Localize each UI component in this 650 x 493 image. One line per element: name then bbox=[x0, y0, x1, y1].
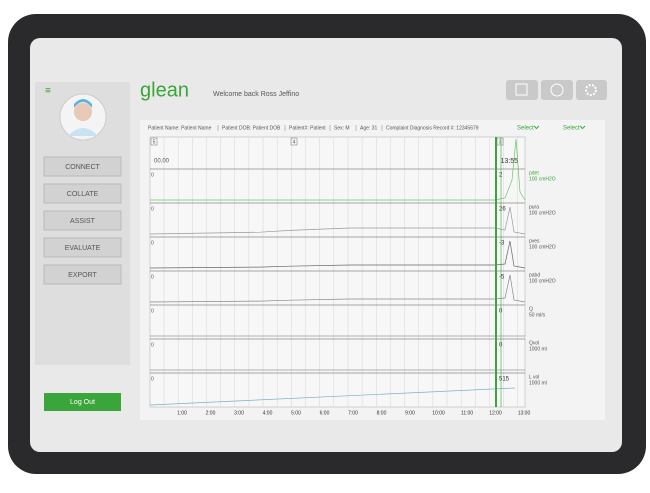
calendar-button[interactable] bbox=[506, 80, 538, 100]
settings-button[interactable] bbox=[576, 80, 607, 100]
time-tick-label: 11:00 bbox=[461, 410, 473, 416]
channel-name: pdet bbox=[529, 170, 539, 176]
start-time: 00.00 bbox=[154, 159, 170, 165]
cursor-value: -3 bbox=[499, 241, 505, 247]
time-tick-label: 12:00 bbox=[489, 410, 502, 416]
time-tick-label: 5:00 bbox=[291, 410, 301, 416]
cursor-value: 515 bbox=[499, 377, 510, 383]
channel-zero: 0 bbox=[151, 308, 154, 314]
clock-icon bbox=[550, 83, 564, 97]
time-tick-label: 1:00 bbox=[177, 410, 187, 416]
channel-zero: 0 bbox=[151, 172, 154, 178]
avatar-hair bbox=[74, 99, 92, 108]
time-tick-label: 6:00 bbox=[320, 410, 330, 416]
nav-button[interactable] bbox=[43, 210, 122, 231]
time-tick-label: 9:00 bbox=[405, 410, 415, 416]
patient-info: Sex: M bbox=[334, 125, 350, 131]
select-dropdown[interactable]: Select bbox=[517, 126, 534, 132]
patient-info: Patient DOB: Patient DOB bbox=[222, 125, 281, 131]
dropdown-chevron bbox=[533, 125, 540, 130]
logo: glean bbox=[140, 79, 189, 101]
history-button[interactable] bbox=[541, 80, 573, 100]
logout-button[interactable] bbox=[44, 393, 121, 411]
channel-name: Q bbox=[529, 306, 533, 312]
patient-info: Complaint Diagnosis Record #: 12345679 bbox=[386, 125, 479, 131]
time-tick-label: 10:00 bbox=[432, 410, 445, 416]
channel-scale: 100 cmH2O bbox=[529, 244, 556, 250]
nav-button-label: ASSIST bbox=[70, 218, 96, 225]
calendar-icon bbox=[515, 83, 528, 96]
time-tick-label: 2:00 bbox=[206, 410, 216, 416]
dropdown-chevron bbox=[579, 125, 586, 130]
chart-frame bbox=[149, 136, 526, 408]
nav-button[interactable] bbox=[43, 183, 122, 204]
time-tick-label: 4:00 bbox=[263, 410, 273, 416]
cursor-value: -5 bbox=[499, 275, 505, 281]
channel-zero: 0 bbox=[151, 342, 154, 348]
channel-trace bbox=[149, 387, 516, 406]
channel-scale: 50 ml/s bbox=[529, 312, 546, 318]
cursor-value: 26 bbox=[499, 207, 506, 213]
nav-button-label: COLLATE bbox=[67, 191, 99, 198]
channel-trace bbox=[150, 138, 526, 201]
event-marker-box bbox=[150, 137, 158, 146]
event-marker-box bbox=[290, 137, 298, 146]
avatar-body bbox=[68, 128, 98, 136]
channel-name: L vol bbox=[529, 374, 539, 380]
menu-icon[interactable]: ≡ bbox=[45, 86, 51, 97]
time-tick-label: 7:00 bbox=[348, 410, 358, 416]
channel-zero: 0 bbox=[151, 206, 154, 212]
channel-zero: 0 bbox=[151, 274, 154, 280]
channel-scale: 100 cmH2O bbox=[529, 210, 556, 216]
header-icons bbox=[506, 80, 607, 100]
event-marker: 5 bbox=[153, 139, 156, 145]
logout-label: Log Out bbox=[70, 399, 95, 406]
time-tick-label: 3:00 bbox=[234, 410, 244, 416]
avatar-face bbox=[74, 103, 92, 121]
channel-zero: 0 bbox=[151, 376, 154, 382]
nav-button-label: CONNECT bbox=[65, 164, 100, 171]
patient-info: Patient#: Patient bbox=[289, 125, 326, 131]
event-marker: 3 bbox=[499, 139, 502, 145]
nav-button-label: EVALUATE bbox=[65, 245, 101, 252]
channel-name: pves bbox=[529, 238, 540, 244]
channel-scale: 1000 ml bbox=[529, 380, 547, 386]
channel-zero: 0 bbox=[151, 240, 154, 246]
patient-info: Age: 31 bbox=[360, 125, 377, 131]
cursor-time: 13:55 bbox=[500, 158, 518, 165]
channel-scale: 1000 ml bbox=[529, 346, 547, 352]
time-tick-label: 8:00 bbox=[377, 410, 387, 416]
nav-button-label: EXPORT bbox=[68, 272, 97, 279]
nav-button[interactable] bbox=[43, 156, 122, 177]
nav-button[interactable] bbox=[43, 237, 122, 258]
nav-button[interactable] bbox=[43, 264, 122, 285]
patient-info: Patient Name: Patient Name bbox=[148, 125, 212, 131]
channel-name: pabd bbox=[529, 272, 540, 278]
select-dropdown[interactable]: Select bbox=[563, 126, 580, 132]
gear-icon bbox=[585, 84, 597, 96]
event-marker: 4 bbox=[293, 139, 296, 145]
channel-name: Qvol bbox=[529, 340, 539, 346]
welcome-text: Welcome back Ross Jeffino bbox=[213, 91, 299, 98]
channel-scale: 100 cmH2O bbox=[529, 176, 556, 182]
channel-name: pura bbox=[529, 204, 539, 210]
channel-scale: 100 cmH2O bbox=[529, 278, 556, 284]
time-tick-label: 13:00 bbox=[518, 410, 531, 416]
